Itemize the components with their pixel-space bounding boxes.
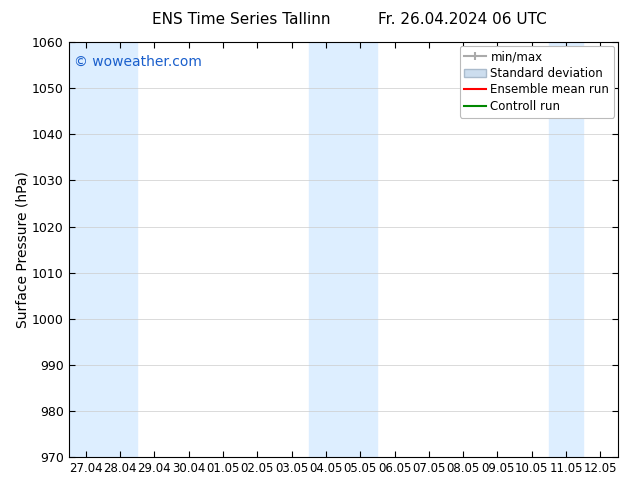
Y-axis label: Surface Pressure (hPa): Surface Pressure (hPa)	[15, 171, 29, 328]
Legend: min/max, Standard deviation, Ensemble mean run, Controll run: min/max, Standard deviation, Ensemble me…	[460, 46, 614, 118]
Text: © woweather.com: © woweather.com	[74, 54, 202, 69]
Bar	[68, 42, 137, 457]
Text: Fr. 26.04.2024 06 UTC: Fr. 26.04.2024 06 UTC	[378, 12, 547, 27]
Bar	[549, 42, 583, 457]
Bar	[309, 42, 377, 457]
Text: ENS Time Series Tallinn: ENS Time Series Tallinn	[152, 12, 330, 27]
